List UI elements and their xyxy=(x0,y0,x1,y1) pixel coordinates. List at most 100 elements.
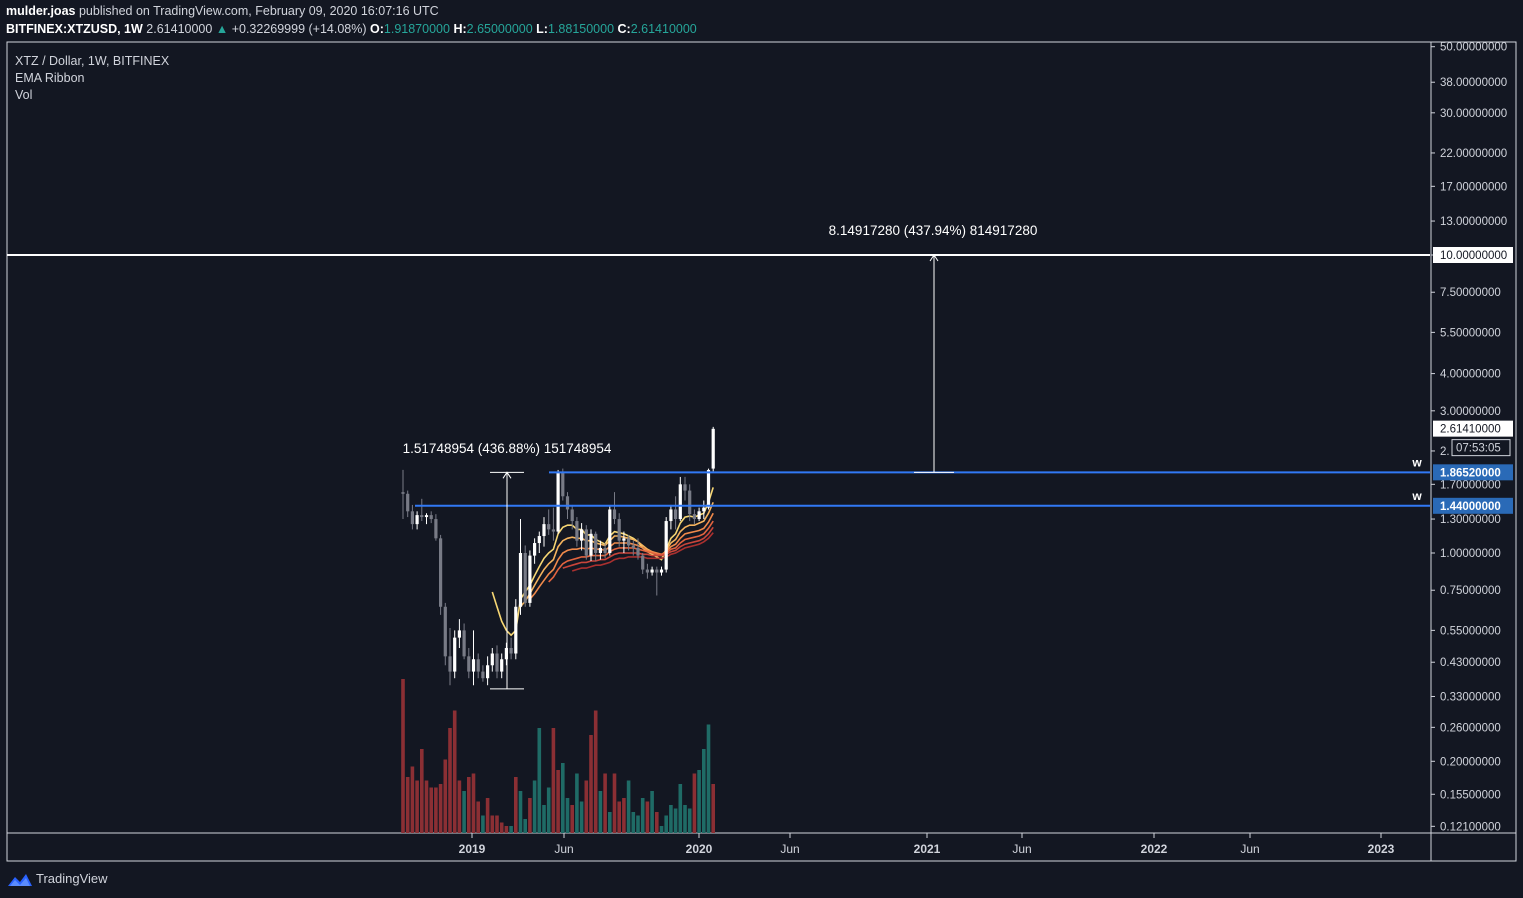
volume-bar xyxy=(612,773,617,833)
publish-text: published on TradingView.com, February 0… xyxy=(78,4,439,18)
publish-info: mulder.joas published on TradingView.com… xyxy=(6,4,439,18)
countdown-badge xyxy=(1451,439,1511,457)
y-tick-label: 2. xyxy=(1440,446,1450,458)
x-tick-label: Jun xyxy=(1240,842,1259,856)
y-tick-label: 17.00000000 xyxy=(1440,181,1507,193)
volume-bar xyxy=(499,822,504,833)
candle-body xyxy=(471,659,476,672)
volume-bar xyxy=(462,791,466,833)
candle-body xyxy=(645,569,649,573)
volume-bar xyxy=(575,773,579,833)
volume-bar xyxy=(561,763,565,833)
x-tick-label: Jun xyxy=(554,842,573,856)
candle-body xyxy=(706,469,711,508)
volume-bar xyxy=(485,798,490,833)
candle-body xyxy=(692,514,696,520)
volume-bar xyxy=(551,728,556,833)
volume-bar xyxy=(443,759,448,833)
y-tick-label: 1.30000000 xyxy=(1440,514,1501,526)
volume-bar xyxy=(631,812,636,833)
candle-body xyxy=(462,630,466,657)
legend-volume[interactable]: Vol xyxy=(15,88,33,102)
last-price-badge xyxy=(1433,420,1513,437)
volume-bar xyxy=(528,798,532,833)
volume-bar xyxy=(438,784,443,833)
chart-frame xyxy=(6,41,1517,862)
ema-ribbon-line xyxy=(519,501,714,608)
volume-bar xyxy=(481,815,485,833)
y-tick-label: 0.33000000 xyxy=(1440,691,1501,703)
open-value: 1.91870000 xyxy=(383,22,450,36)
candle-body xyxy=(622,538,626,541)
countdown-label: 07:53:05 xyxy=(1456,443,1501,455)
y-tick-label: 50.00000000 xyxy=(1440,42,1507,54)
volume-bar xyxy=(673,808,678,833)
candle-body xyxy=(453,637,457,672)
candle-body xyxy=(424,515,429,518)
y-tick-label: 0.15500000 xyxy=(1440,789,1501,801)
tradingview-branding[interactable]: TradingView xyxy=(8,871,108,886)
y-tick-label: 5.50000000 xyxy=(1440,327,1501,339)
level-tag: w xyxy=(1411,455,1422,469)
y-tick-label: 1.70000000 xyxy=(1440,479,1501,491)
volume-bar xyxy=(434,787,438,833)
low-value: 1.88150000 xyxy=(547,22,615,36)
volume-bar xyxy=(467,777,471,833)
candle-body xyxy=(683,484,687,491)
volume-bar xyxy=(664,815,668,833)
ema-ribbon-line xyxy=(548,520,714,583)
volume-bar xyxy=(471,773,476,833)
measure-first-label: 1.51748954 (436.88%) 151748954 xyxy=(403,441,612,456)
candle-body xyxy=(551,529,555,532)
candle-body xyxy=(486,665,490,679)
volume-bar xyxy=(678,784,683,833)
legend-series[interactable]: XTZ / Dollar, 1W, BITFINEX xyxy=(15,54,170,68)
volume-bar xyxy=(584,780,589,833)
candle-body xyxy=(655,569,659,573)
volume-bar xyxy=(490,815,495,833)
candle-body xyxy=(589,533,593,556)
author-name[interactable]: mulder.joas xyxy=(6,4,76,18)
candle-body xyxy=(570,509,574,522)
candle-body xyxy=(457,630,461,638)
volume-bar xyxy=(476,801,480,833)
candle-body xyxy=(669,509,673,522)
level-badge xyxy=(1433,464,1513,481)
candle-body xyxy=(641,555,645,570)
candle-body xyxy=(500,659,504,672)
volume-bar xyxy=(697,770,701,833)
candle-body xyxy=(608,509,612,553)
candle-body xyxy=(533,543,537,556)
volume-bar xyxy=(448,728,452,833)
x-tick-label: 2023 xyxy=(1368,842,1395,856)
volume-bar xyxy=(514,777,518,833)
legend-ema-ribbon[interactable]: EMA Ribbon xyxy=(15,71,85,85)
volume-bar xyxy=(650,791,654,833)
volume-bar xyxy=(655,812,659,833)
candle-body xyxy=(476,659,480,672)
volume-bar xyxy=(570,805,574,833)
level-tag: w xyxy=(1411,489,1422,503)
candle-body xyxy=(678,484,682,520)
y-tick-label: 0.20000000 xyxy=(1440,756,1501,768)
candle-body xyxy=(556,472,560,532)
level-badge-label: 1.86520000 xyxy=(1440,467,1501,479)
candle-body xyxy=(580,529,584,541)
x-tick-label: Jun xyxy=(780,842,799,856)
candle-body xyxy=(429,515,433,520)
candle-body xyxy=(688,490,692,515)
symbol-label[interactable]: BITFINEX:XTZUSD, 1W xyxy=(6,22,143,36)
candle-body xyxy=(410,511,414,525)
volume-bar xyxy=(626,780,631,833)
volume-bar xyxy=(565,798,570,833)
candle-body xyxy=(612,509,617,520)
volume-bar xyxy=(410,766,415,833)
level-badge-label: 1.44000000 xyxy=(1440,501,1501,513)
high-value: 2.65000000 xyxy=(466,22,533,36)
close-value: 2.61410000 xyxy=(630,22,697,36)
y-tick-label: 7.50000000 xyxy=(1440,287,1501,299)
volume-bar xyxy=(504,826,509,833)
volume-bar xyxy=(542,805,546,833)
volume-bar xyxy=(706,724,711,833)
